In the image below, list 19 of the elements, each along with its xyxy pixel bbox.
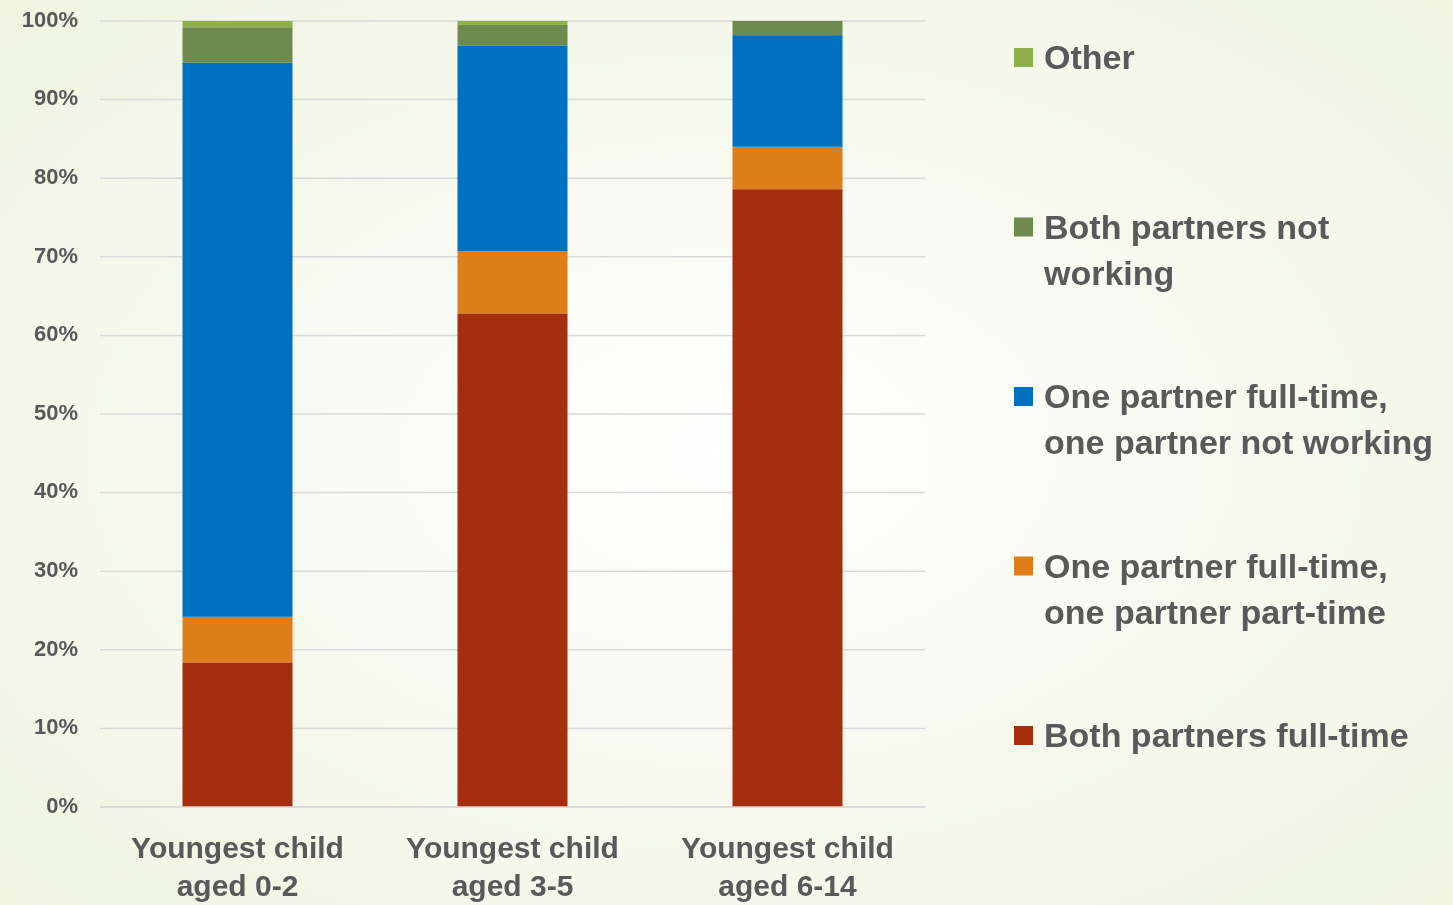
legend-label: One partner full-time, one partner not working [1044,376,1434,461]
y-tick-label: 90% [33,85,78,111]
y-tick-label: 30% [33,557,78,583]
x-tick-label: Youngest child aged 6-14 [681,830,894,902]
legend-label: Both partners not working [1043,207,1330,292]
legend-label: Other [1044,37,1135,76]
y-tick-label: 60% [33,321,78,347]
y-tick-label: 70% [33,242,78,268]
y-tick-label: 0% [46,792,78,818]
x-tick-label: Youngest child aged 3-5 [406,830,619,902]
y-tick-label: 40% [33,478,78,504]
y-tick-label: 80% [33,164,78,190]
y-tick-label: 20% [33,635,78,661]
legend-label: Both partners full-time [1044,715,1409,754]
x-tick-label: Youngest child aged 0-2 [131,830,344,902]
y-tick-label: 100% [21,6,78,32]
y-tick-label: 10% [33,714,78,740]
y-tick-label: 50% [33,399,78,425]
legend-label: One partner full-time, one partner part-time [1044,546,1388,631]
